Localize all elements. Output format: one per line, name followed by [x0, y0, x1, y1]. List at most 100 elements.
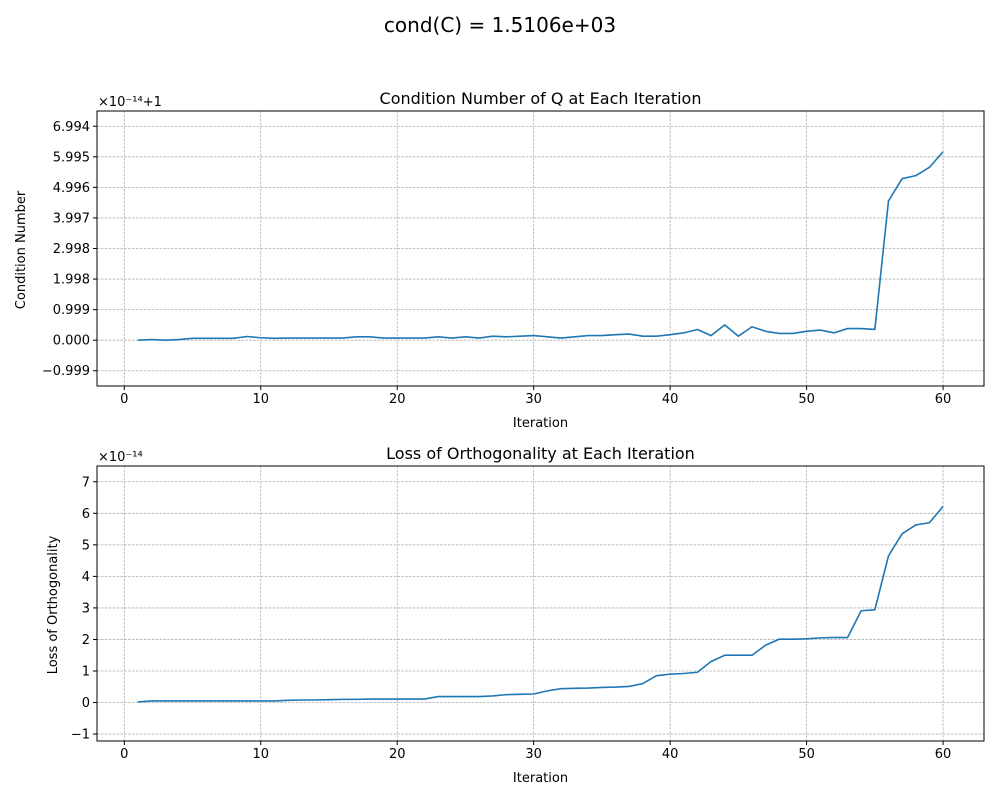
condition-number-data-point	[696, 328, 698, 330]
loss-of-orthogonality-y-tick-label: 4	[82, 570, 90, 585]
condition-number-data-point	[928, 166, 930, 168]
loss-of-orthogonality-data-point	[532, 693, 534, 695]
loss-of-orthogonality-offset-text: ×10⁻¹⁴	[98, 450, 143, 465]
loss-of-orthogonality-data-point	[928, 522, 930, 524]
loss-of-orthogonality-data-point	[410, 698, 412, 700]
condition-number-y-tick-label: 6.994	[53, 120, 90, 135]
condition-number-data-point	[819, 329, 821, 331]
loss-of-orthogonality-title: Loss of Orthogonality at Each Iteration	[386, 444, 695, 463]
condition-number-x-tick-label: 50	[798, 392, 815, 407]
loss-of-orthogonality-x-tick-label: 40	[662, 747, 679, 762]
loss-of-orthogonality-data-point	[232, 700, 234, 702]
loss-of-orthogonality-data-point	[792, 638, 794, 640]
loss-of-orthogonality-series-points	[137, 505, 945, 703]
loss-of-orthogonality-data-point	[942, 505, 944, 507]
condition-number-data-point	[437, 336, 439, 338]
condition-number-data-point	[164, 339, 166, 341]
loss-of-orthogonality-x-tick-label: 20	[389, 747, 406, 762]
loss-of-orthogonality-data-point	[642, 682, 644, 684]
condition-number-data-point	[546, 336, 548, 338]
loss-of-orthogonality-data-point	[260, 700, 262, 702]
condition-number-data-point	[751, 326, 753, 328]
condition-number-x-tick-label: 20	[389, 392, 406, 407]
loss-of-orthogonality-data-point	[683, 672, 685, 674]
loss-of-orthogonality-data-point	[505, 693, 507, 695]
condition-number-data-point	[601, 334, 603, 336]
loss-of-orthogonality-grid	[97, 466, 984, 741]
loss-of-orthogonality-data-point	[887, 555, 889, 557]
loss-of-orthogonality-data-point	[396, 698, 398, 700]
loss-of-orthogonality-x-tick-label: 50	[798, 747, 815, 762]
condition-number-data-point	[614, 333, 616, 335]
condition-number-y-tick-label: 2.998	[53, 242, 90, 257]
loss-of-orthogonality-data-point	[191, 700, 193, 702]
condition-number-data-point	[246, 335, 248, 337]
condition-number-data-point	[642, 335, 644, 337]
loss-of-orthogonality-data-point	[655, 675, 657, 677]
condition-number-data-point	[532, 334, 534, 336]
condition-number-x-tick-label: 30	[525, 392, 542, 407]
loss-of-orthogonality-data-point	[669, 673, 671, 675]
loss-of-orthogonality-data-point	[273, 700, 275, 702]
condition-number-grid	[97, 111, 984, 386]
condition-number-data-point	[901, 177, 903, 179]
condition-number-axes-frame	[96, 110, 985, 387]
condition-number-data-point	[560, 337, 562, 339]
condition-number-data-point	[205, 337, 207, 339]
loss-of-orthogonality-data-point	[137, 701, 139, 703]
condition-number-data-point	[724, 324, 726, 326]
condition-number-data-point	[942, 151, 944, 153]
condition-number-data-point	[887, 200, 889, 202]
condition-number-series-line	[137, 151, 944, 341]
loss-of-orthogonality-x-tick-label: 30	[525, 747, 542, 762]
loss-of-orthogonality-data-point	[819, 637, 821, 639]
loss-of-orthogonality-data-point	[696, 671, 698, 673]
condition-number-data-point	[573, 336, 575, 338]
condition-number-data-point	[669, 333, 671, 335]
loss-of-orthogonality-data-point	[764, 644, 766, 646]
condition-number-x-tick-label: 40	[662, 392, 679, 407]
condition-number-data-point	[232, 337, 234, 339]
loss-of-orthogonality-data-point	[546, 690, 548, 692]
figure-suptitle: cond(C) = 1.5106e+03	[384, 13, 616, 37]
loss-of-orthogonality-data-point	[805, 638, 807, 640]
loss-of-orthogonality-xlabel: Iteration	[513, 771, 568, 786]
loss-of-orthogonality-data-point	[178, 700, 180, 702]
condition-number-data-point	[191, 337, 193, 339]
loss-of-orthogonality-ticks: 0 10 20 30 40 50 60 −1 0 1 2 3 4 5 6 7	[71, 475, 952, 762]
loss-of-orthogonality-data-point	[287, 699, 289, 701]
condition-number-data-point	[423, 337, 425, 339]
loss-of-orthogonality-data-point	[737, 654, 739, 656]
condition-number-data-point	[833, 332, 835, 334]
condition-number-data-point	[178, 338, 180, 340]
loss-of-orthogonality-data-point	[614, 686, 616, 688]
condition-number-y-tick-label: 0.000	[53, 334, 90, 349]
loss-of-orthogonality-data-point	[833, 636, 835, 638]
condition-number-x-tick-label: 10	[252, 392, 269, 407]
condition-number-x-tick-label: 60	[935, 392, 952, 407]
loss-of-orthogonality-ylabel: Loss of Orthogonality	[46, 535, 61, 674]
loss-of-orthogonality-data-point	[300, 699, 302, 701]
loss-of-orthogonality-data-point	[451, 695, 453, 697]
condition-number-data-point	[273, 337, 275, 339]
loss-of-orthogonality-data-point	[314, 699, 316, 701]
condition-number-data-point	[328, 337, 330, 339]
condition-number-y-tick-label: −0.999	[42, 364, 90, 379]
condition-number-data-point	[655, 335, 657, 337]
loss-of-orthogonality-data-point	[710, 660, 712, 662]
condition-number-y-tick-label: 3.997	[53, 211, 90, 226]
condition-number-data-point	[478, 337, 480, 339]
condition-number-data-point	[683, 332, 685, 334]
condition-number-data-point	[915, 174, 917, 176]
condition-number-x-tick-label: 0	[120, 392, 128, 407]
loss-of-orthogonality-data-point	[246, 700, 248, 702]
condition-number-data-point	[587, 334, 589, 336]
loss-of-orthogonality-y-tick-label: 3	[82, 601, 90, 616]
condition-number-data-point	[260, 337, 262, 339]
loss-of-orthogonality-x-tick-label: 10	[252, 747, 269, 762]
loss-of-orthogonality-data-point	[369, 698, 371, 700]
loss-of-orthogonality-data-point	[901, 533, 903, 535]
condition-number-data-point	[519, 335, 521, 337]
loss-of-orthogonality-data-point	[628, 685, 630, 687]
